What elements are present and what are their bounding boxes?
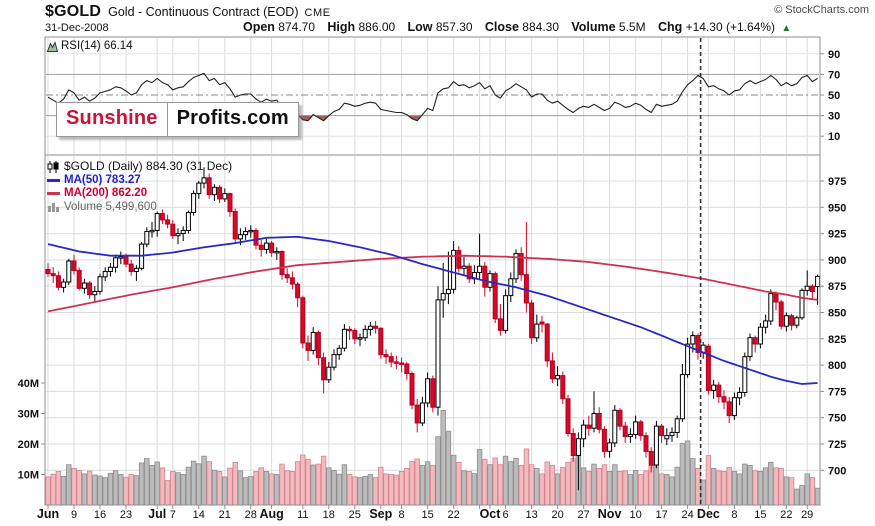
svg-text:24: 24 xyxy=(681,509,693,521)
volume-label: Volume xyxy=(571,20,616,34)
volume-value: 5.5M xyxy=(618,20,646,34)
svg-text:17: 17 xyxy=(655,509,667,521)
low-value: 857.30 xyxy=(435,20,473,34)
svg-text:6: 6 xyxy=(503,509,509,521)
volume-legend: Volume 5,499,600 xyxy=(64,200,157,213)
svg-text:30: 30 xyxy=(828,111,840,123)
rsi-mountain-icon xyxy=(47,40,58,52)
svg-text:Dec: Dec xyxy=(697,507,720,521)
svg-text:14: 14 xyxy=(193,509,205,521)
svg-text:10: 10 xyxy=(629,509,641,521)
svg-text:27: 27 xyxy=(577,509,589,521)
watermark-profits: Profits.com xyxy=(166,102,299,137)
svg-text:16: 16 xyxy=(94,509,106,521)
svg-text:725: 725 xyxy=(828,439,846,451)
svg-text:8: 8 xyxy=(399,509,405,521)
svg-text:21: 21 xyxy=(219,509,231,521)
svg-text:90: 90 xyxy=(828,49,840,61)
svg-text:70: 70 xyxy=(828,69,840,81)
svg-text:13: 13 xyxy=(525,509,537,521)
rsi-legend: RSI(14) 66.14 xyxy=(47,40,133,52)
candlestick-icon xyxy=(47,160,59,173)
quote-row: Open 874.70 High 886.00 Low 857.30 Close… xyxy=(243,20,791,34)
price-legend: $GOLD (Daily) 884.30 (31 Dec) MA(50) 783… xyxy=(47,159,233,215)
svg-text:Oct: Oct xyxy=(480,507,502,521)
svg-text:925: 925 xyxy=(828,229,846,241)
low-label: Low xyxy=(407,20,433,34)
chg-label: Chg xyxy=(657,20,683,34)
svg-text:29: 29 xyxy=(801,509,813,521)
svg-text:875: 875 xyxy=(828,281,846,293)
svg-text:28: 28 xyxy=(245,509,257,521)
ma50-legend-row: MA(50) 783.27 xyxy=(47,174,232,188)
price-legend-title-row: $GOLD (Daily) 884.30 (31 Dec) xyxy=(47,159,233,174)
close-label: Close xyxy=(484,20,519,34)
svg-text:25: 25 xyxy=(349,509,361,521)
open-value: 874.70 xyxy=(278,20,315,34)
copyright: © StockCharts.com xyxy=(774,4,869,16)
symbol: $GOLD xyxy=(45,3,102,20)
ma200-line-swatch xyxy=(47,192,60,196)
svg-text:750: 750 xyxy=(828,413,846,425)
svg-text:8: 8 xyxy=(731,509,737,521)
svg-text:15: 15 xyxy=(421,509,433,521)
svg-text:15: 15 xyxy=(754,509,766,521)
svg-text:20M: 20M xyxy=(18,439,39,451)
rsi-label: RSI(14) 66.14 xyxy=(61,40,133,52)
svg-text:11: 11 xyxy=(297,509,308,521)
ma50-legend: MA(50) 783.27 xyxy=(64,173,141,186)
price-legend-title: $GOLD (Daily) 884.30 (31 Dec) xyxy=(64,159,233,173)
high-value: 886.00 xyxy=(358,20,396,34)
svg-text:Nov: Nov xyxy=(598,507,622,521)
sunshine-profits-watermark: Sunshine Profits.com xyxy=(56,102,299,137)
svg-text:900: 900 xyxy=(828,255,846,267)
svg-text:775: 775 xyxy=(828,386,846,398)
open-label: Open xyxy=(243,20,275,34)
svg-text:40M: 40M xyxy=(18,378,39,390)
svg-text:10M: 10M xyxy=(18,470,39,482)
watermark-sunshine: Sunshine xyxy=(56,102,167,137)
volume-legend-row: Volume 5,499,600 xyxy=(47,201,232,215)
svg-text:9: 9 xyxy=(71,509,77,521)
svg-text:23: 23 xyxy=(120,509,132,521)
svg-text:50: 50 xyxy=(828,90,840,102)
svg-text:22: 22 xyxy=(780,509,792,521)
svg-text:950: 950 xyxy=(828,202,846,214)
svg-text:Jun: Jun xyxy=(37,507,59,521)
svg-text:800: 800 xyxy=(828,360,846,372)
chg-value: +14.30 (+1.64%) xyxy=(685,20,776,34)
svg-text:700: 700 xyxy=(828,465,846,477)
svg-text:7: 7 xyxy=(170,509,176,521)
close-value: 884.30 xyxy=(522,20,559,34)
svg-text:10: 10 xyxy=(828,131,840,143)
svg-text:20: 20 xyxy=(551,509,563,521)
chart-date: 31-Dec-2008 xyxy=(45,22,109,34)
symbol-description: Gold - Continuous Contract (EOD) xyxy=(108,5,299,19)
svg-text:18: 18 xyxy=(323,509,335,521)
ma50-line-swatch xyxy=(47,178,60,182)
volume-bars-icon xyxy=(48,203,59,213)
svg-text:825: 825 xyxy=(828,334,846,346)
chart-header: $GOLD Gold - Continuous Contract (EOD) CME xyxy=(45,3,331,21)
high-label: High xyxy=(327,20,356,34)
exchange: CME xyxy=(304,7,331,19)
svg-text:30M: 30M xyxy=(18,409,39,421)
svg-text:850: 850 xyxy=(828,308,846,320)
ma200-legend-row: MA(200) 862.20 xyxy=(47,187,232,201)
svg-text:Jul: Jul xyxy=(148,507,166,521)
svg-text:975: 975 xyxy=(828,176,846,188)
chg-up-arrow-icon: ▲ xyxy=(781,23,792,34)
svg-text:22: 22 xyxy=(447,509,459,521)
svg-text:Aug: Aug xyxy=(259,507,283,521)
ma200-legend: MA(200) 862.20 xyxy=(64,187,148,199)
svg-text:Sep: Sep xyxy=(369,507,392,521)
